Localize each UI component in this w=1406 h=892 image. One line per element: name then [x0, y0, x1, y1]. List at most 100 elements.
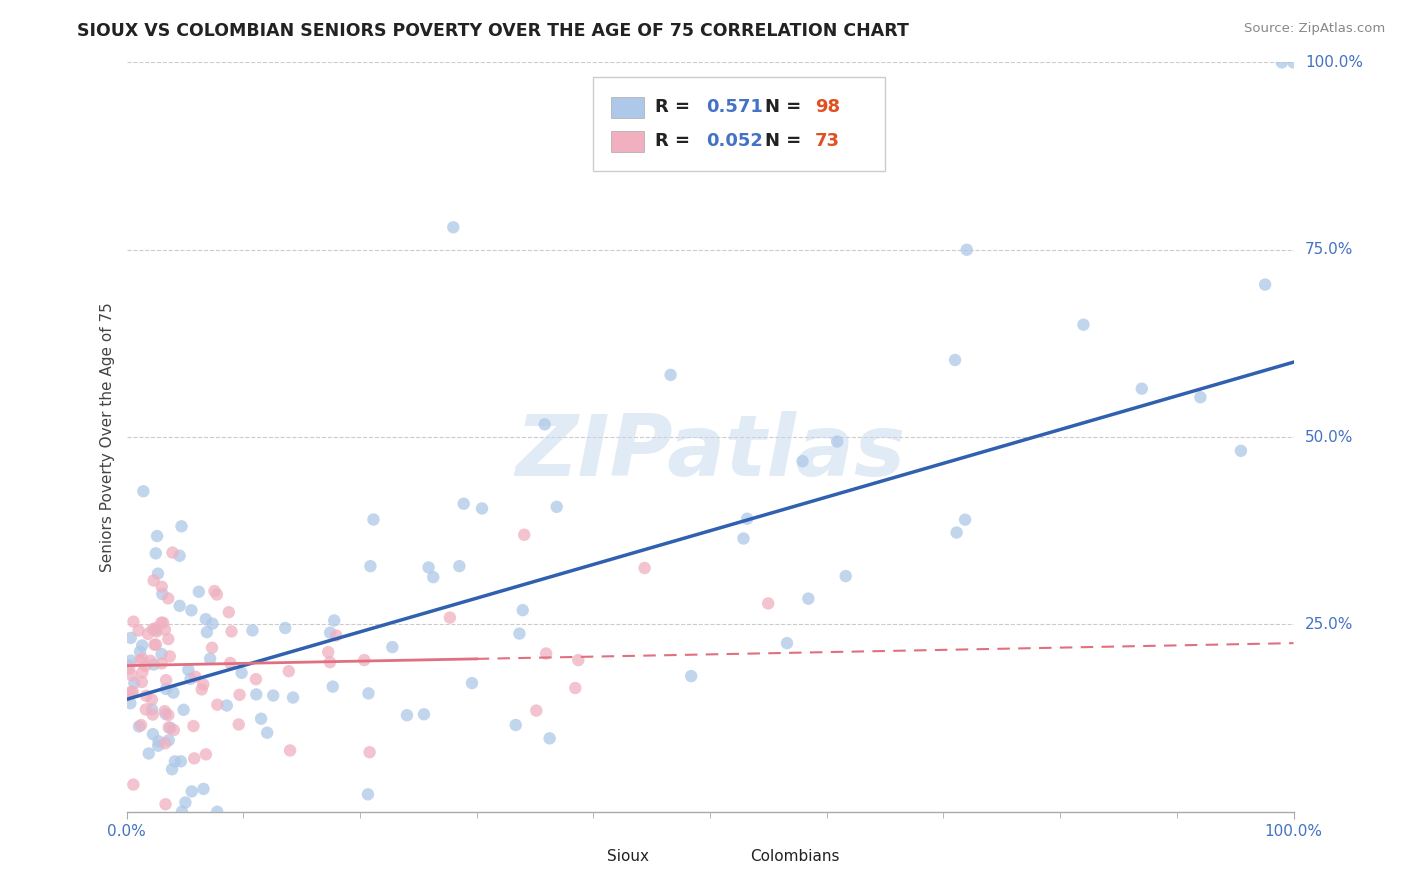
Point — [132, 484, 155, 499]
FancyBboxPatch shape — [710, 847, 742, 866]
Point — [190, 682, 212, 697]
Point — [150, 657, 173, 671]
Point — [146, 739, 169, 753]
Point — [195, 625, 218, 640]
Point — [281, 690, 304, 705]
Point — [141, 702, 163, 716]
Point — [148, 734, 170, 748]
Point — [262, 689, 284, 703]
Point — [142, 574, 165, 588]
FancyBboxPatch shape — [610, 130, 644, 152]
Text: 100.0%: 100.0% — [1305, 55, 1364, 70]
FancyBboxPatch shape — [593, 78, 886, 171]
Point — [363, 512, 385, 526]
Point — [157, 591, 180, 606]
Point — [129, 645, 152, 659]
Point — [201, 640, 224, 655]
Point — [155, 673, 177, 687]
Point — [131, 639, 153, 653]
Point — [169, 549, 191, 563]
Point — [131, 651, 153, 665]
Point — [146, 529, 169, 543]
Point — [201, 616, 224, 631]
Point — [173, 703, 195, 717]
Point — [219, 656, 242, 670]
Point — [117, 688, 139, 702]
Point — [221, 624, 243, 639]
Point — [143, 621, 166, 635]
Point — [163, 723, 186, 737]
Text: Colombians: Colombians — [749, 849, 839, 864]
Point — [152, 615, 174, 630]
Point — [118, 661, 141, 675]
Point — [274, 621, 297, 635]
Point — [120, 696, 142, 710]
Point — [134, 658, 156, 673]
Point — [205, 805, 228, 819]
Point — [143, 638, 166, 652]
Point — [145, 623, 167, 637]
Point — [142, 623, 165, 637]
Point — [142, 707, 165, 722]
Point — [797, 591, 820, 606]
Point — [117, 658, 139, 673]
Point — [250, 712, 273, 726]
Point — [449, 559, 471, 574]
Point — [180, 603, 202, 617]
Point — [131, 675, 153, 690]
Point — [135, 702, 157, 716]
Point — [1271, 55, 1294, 70]
Point — [204, 584, 226, 599]
Point — [142, 657, 165, 672]
Point — [121, 668, 143, 682]
Text: R =: R = — [655, 98, 696, 116]
Point — [956, 243, 979, 257]
Point — [157, 721, 180, 735]
Point — [187, 584, 209, 599]
Point — [277, 664, 299, 678]
Point — [215, 698, 238, 713]
Point — [163, 755, 186, 769]
Point — [245, 687, 267, 701]
Point — [659, 368, 682, 382]
Point — [319, 655, 342, 669]
Point — [546, 500, 568, 514]
Point — [120, 631, 142, 645]
Point — [564, 681, 586, 695]
Text: 73: 73 — [815, 132, 839, 150]
Point — [945, 525, 967, 540]
Point — [395, 708, 418, 723]
Point — [129, 653, 152, 667]
Point — [194, 612, 217, 626]
Point — [359, 559, 381, 574]
Point — [155, 797, 177, 812]
Point — [359, 745, 381, 759]
Point — [129, 718, 152, 732]
Point — [153, 704, 176, 718]
Point — [1189, 390, 1212, 404]
Text: 75.0%: 75.0% — [1305, 243, 1354, 257]
Point — [157, 708, 180, 723]
Point — [381, 640, 404, 654]
Text: 0.052: 0.052 — [707, 132, 763, 150]
Point — [353, 653, 375, 667]
Point — [461, 676, 484, 690]
Point — [633, 561, 655, 575]
Point — [120, 685, 142, 699]
Text: 50.0%: 50.0% — [1305, 430, 1354, 444]
Point — [278, 743, 301, 757]
Point — [150, 647, 173, 661]
Point — [242, 624, 264, 638]
Point — [159, 721, 181, 735]
Point — [513, 528, 536, 542]
Point — [146, 566, 169, 581]
Point — [524, 704, 547, 718]
Point — [533, 417, 555, 432]
Point — [142, 727, 165, 741]
Point — [170, 519, 193, 533]
Point — [418, 560, 440, 574]
Point — [413, 707, 436, 722]
Point — [205, 588, 228, 602]
Point — [256, 725, 278, 739]
Point — [357, 686, 380, 700]
